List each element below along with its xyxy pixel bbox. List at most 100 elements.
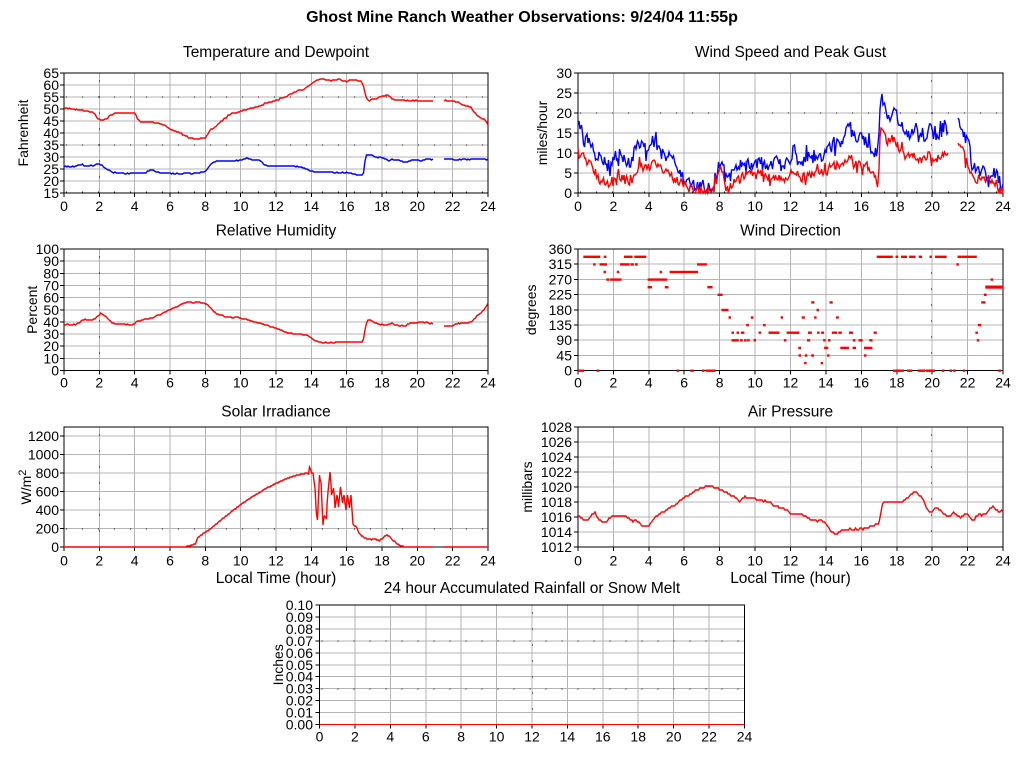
svg-text:10: 10: [233, 198, 249, 214]
svg-text:8: 8: [716, 198, 724, 214]
svg-text:90: 90: [43, 253, 59, 269]
svg-text:24: 24: [480, 553, 496, 569]
svg-text:0: 0: [51, 363, 59, 379]
svg-text:16: 16: [339, 553, 355, 569]
svg-text:6: 6: [680, 553, 688, 569]
svg-text:1020: 1020: [541, 479, 572, 495]
svg-text:16: 16: [595, 729, 611, 745]
svg-text:16: 16: [854, 553, 870, 569]
svg-text:270: 270: [549, 271, 573, 287]
svg-text:0: 0: [564, 185, 572, 201]
svg-text:14: 14: [560, 729, 576, 745]
svg-text:18: 18: [630, 729, 646, 745]
svg-text:6: 6: [680, 198, 688, 214]
svg-text:12: 12: [268, 553, 284, 569]
svg-text:22: 22: [445, 198, 461, 214]
svg-text:24: 24: [995, 375, 1011, 391]
svg-text:18: 18: [889, 375, 905, 391]
svg-text:Inches: Inches: [270, 644, 286, 685]
svg-text:24 hour Accumulated Rainfall o: 24 hour Accumulated Rainfall or Snow Mel…: [384, 580, 681, 597]
svg-text:18: 18: [374, 375, 390, 391]
svg-text:20: 20: [43, 173, 59, 189]
svg-text:24: 24: [737, 729, 753, 745]
svg-text:16: 16: [854, 198, 870, 214]
svg-text:Local Time (hour): Local Time (hour): [730, 570, 851, 587]
svg-text:4: 4: [645, 553, 653, 569]
svg-text:20: 20: [410, 553, 426, 569]
svg-text:0.06: 0.06: [286, 645, 313, 661]
svg-text:2: 2: [351, 729, 359, 745]
svg-text:12: 12: [783, 375, 799, 391]
svg-text:70: 70: [43, 277, 59, 293]
svg-text:14: 14: [304, 553, 320, 569]
svg-text:0: 0: [574, 553, 582, 569]
svg-text:miles/hour: miles/hour: [534, 100, 550, 165]
svg-text:0.05: 0.05: [286, 657, 313, 673]
svg-text:15: 15: [43, 185, 59, 201]
svg-text:35: 35: [43, 137, 59, 153]
svg-text:24: 24: [995, 553, 1011, 569]
svg-text:Wind Direction: Wind Direction: [740, 223, 841, 240]
svg-text:12: 12: [783, 198, 799, 214]
svg-text:24: 24: [995, 198, 1011, 214]
svg-text:0.10: 0.10: [286, 597, 313, 613]
svg-text:0: 0: [60, 198, 68, 214]
svg-text:4: 4: [131, 198, 139, 214]
svg-text:Air Pressure: Air Pressure: [748, 404, 833, 421]
svg-text:12: 12: [524, 729, 540, 745]
svg-text:0.09: 0.09: [286, 609, 313, 625]
svg-text:20: 20: [43, 338, 59, 354]
svg-text:1014: 1014: [541, 524, 572, 540]
svg-text:0: 0: [574, 198, 582, 214]
svg-text:25: 25: [556, 85, 572, 101]
svg-text:50: 50: [43, 101, 59, 117]
svg-text:10: 10: [43, 350, 59, 366]
svg-text:60: 60: [43, 290, 59, 306]
svg-text:14: 14: [818, 198, 834, 214]
svg-text:80: 80: [43, 265, 59, 281]
svg-text:12: 12: [268, 198, 284, 214]
svg-text:14: 14: [818, 553, 834, 569]
svg-text:6: 6: [680, 375, 688, 391]
svg-text:22: 22: [960, 375, 976, 391]
svg-text:24: 24: [480, 375, 496, 391]
svg-text:4: 4: [386, 729, 394, 745]
svg-text:2: 2: [95, 553, 103, 569]
svg-text:Wind Speed and Peak Gust: Wind Speed and Peak Gust: [695, 44, 887, 61]
svg-text:200: 200: [36, 521, 60, 537]
svg-text:degrees: degrees: [523, 285, 539, 336]
svg-text:W/m2: W/m2: [17, 470, 34, 505]
svg-text:20: 20: [666, 729, 682, 745]
svg-text:0.04: 0.04: [286, 669, 313, 685]
svg-text:6: 6: [166, 375, 174, 391]
svg-text:1200: 1200: [28, 428, 59, 444]
svg-text:16: 16: [854, 375, 870, 391]
svg-text:45: 45: [43, 113, 59, 129]
svg-text:0: 0: [574, 375, 582, 391]
svg-text:10: 10: [747, 375, 763, 391]
svg-text:1028: 1028: [541, 419, 572, 435]
svg-text:6: 6: [422, 729, 430, 745]
svg-text:0.02: 0.02: [286, 693, 313, 709]
svg-text:22: 22: [445, 375, 461, 391]
svg-text:50: 50: [43, 302, 59, 318]
svg-text:20: 20: [410, 375, 426, 391]
svg-text:6: 6: [166, 198, 174, 214]
svg-text:6: 6: [166, 553, 174, 569]
svg-text:30: 30: [43, 149, 59, 165]
svg-text:8: 8: [716, 553, 724, 569]
svg-text:135: 135: [549, 317, 573, 333]
svg-text:10: 10: [747, 198, 763, 214]
svg-text:20: 20: [410, 198, 426, 214]
svg-text:Fahrenheit: Fahrenheit: [15, 99, 31, 166]
svg-text:10: 10: [556, 145, 572, 161]
svg-text:20: 20: [924, 198, 940, 214]
svg-text:Percent: Percent: [24, 286, 40, 334]
svg-text:Relative Humidity: Relative Humidity: [216, 223, 337, 240]
svg-text:0: 0: [564, 363, 572, 379]
svg-text:0.00: 0.00: [286, 717, 313, 733]
svg-text:22: 22: [445, 553, 461, 569]
svg-text:22: 22: [701, 729, 717, 745]
svg-text:4: 4: [131, 375, 139, 391]
svg-text:Ghost Mine Ranch Weather Obser: Ghost Mine Ranch Weather Observations: 9…: [306, 9, 738, 26]
